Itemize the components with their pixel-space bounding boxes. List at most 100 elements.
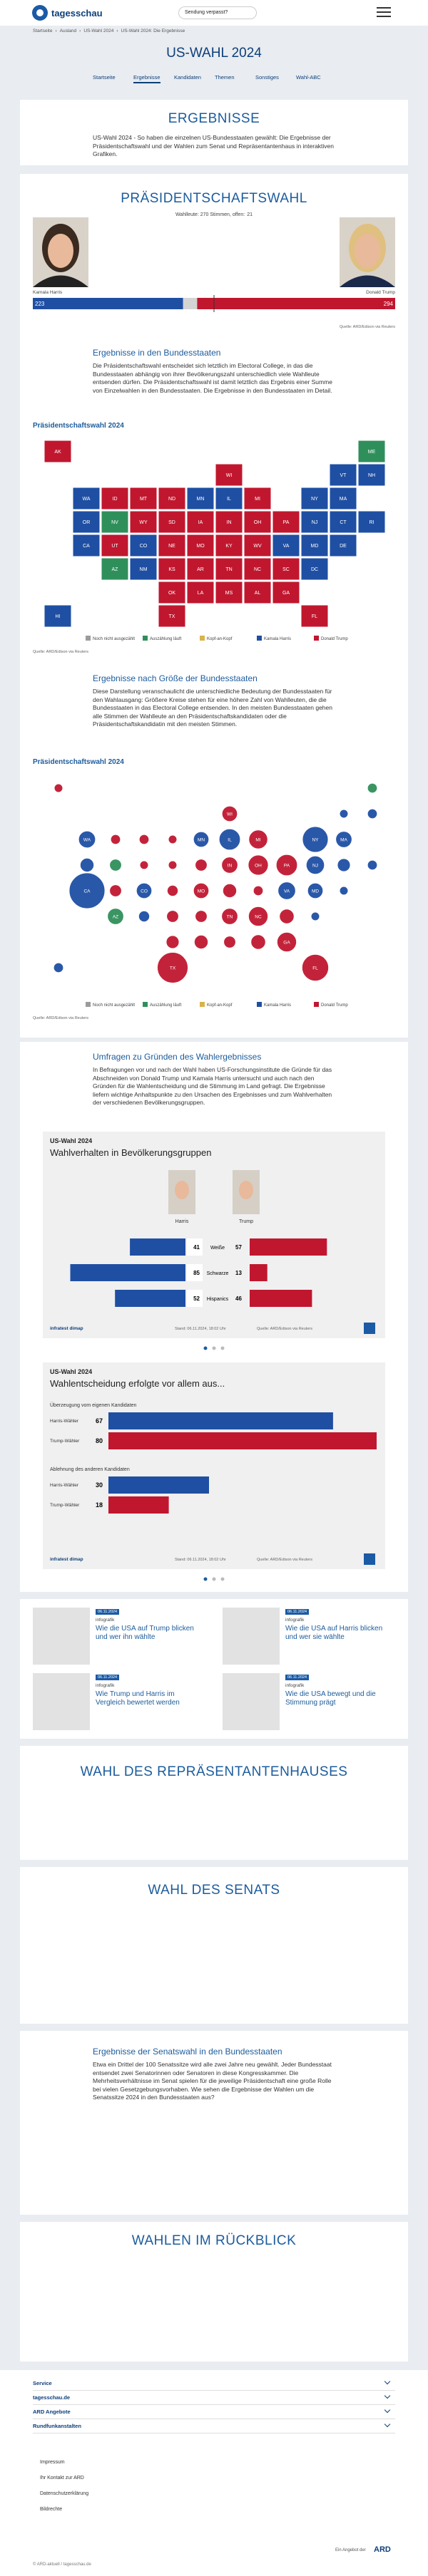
- state-tile: [215, 557, 243, 581]
- state-tile: [272, 581, 300, 604]
- crumb[interactable]: Startseite: [33, 29, 53, 33]
- senate-detail-box: [20, 2031, 408, 2215]
- state-label: MI: [255, 497, 260, 502]
- state-bubble: [339, 809, 349, 819]
- state-bubble: [221, 805, 238, 822]
- teaser-title[interactable]: Wie die USA auf Trump blicken und wer ih…: [96, 1625, 194, 1641]
- teaser-image[interactable]: [223, 1608, 280, 1665]
- carousel-dot[interactable]: [212, 1577, 216, 1581]
- carousel-dot[interactable]: [203, 1577, 208, 1581]
- state-bubble: [221, 857, 238, 874]
- state-bubble: [195, 859, 208, 871]
- footer-section[interactable]: Service: [33, 2380, 52, 2386]
- state-tile: [215, 534, 243, 557]
- legend-label: Noch nicht ausgezählt: [93, 637, 135, 641]
- state-bubble: [193, 831, 210, 848]
- state-bubble: [248, 854, 269, 876]
- legend-swatch: [200, 636, 205, 641]
- carousel-dot[interactable]: [212, 1346, 216, 1350]
- tab[interactable]: Sonstiges: [255, 74, 279, 81]
- tab[interactable]: Themen: [215, 74, 235, 81]
- state-bubble: [275, 854, 298, 876]
- tab[interactable]: Wahl-ABC: [296, 74, 321, 81]
- teaser-image[interactable]: [33, 1608, 90, 1665]
- state-label: OK: [168, 591, 175, 596]
- tab[interactable]: Ergebnisse: [133, 74, 160, 83]
- state-label: PA: [283, 520, 290, 525]
- state-bubble: [78, 830, 96, 849]
- carousel-dot[interactable]: [220, 1346, 225, 1350]
- state-label: KS: [168, 567, 175, 572]
- state-tile: [186, 510, 215, 534]
- teaser-title[interactable]: Wie die USA bewegt und die Stimmung präg…: [285, 1690, 376, 1707]
- state-tile: [158, 604, 186, 628]
- tab[interactable]: Startseite: [93, 74, 116, 81]
- crumb[interactable]: Ausland: [59, 29, 77, 33]
- state-tile: [129, 510, 158, 534]
- state-label: FL: [312, 966, 318, 971]
- carousel-dot[interactable]: [203, 1346, 208, 1350]
- state-tile: [300, 534, 329, 557]
- footer-section[interactable]: ARD Angebote: [33, 2409, 71, 2415]
- state-label: VA: [284, 889, 290, 894]
- state-tile: [215, 487, 243, 510]
- footer-brand[interactable]: ARD: [374, 2545, 391, 2554]
- value-label: 46: [235, 1295, 242, 1302]
- state-tile: [357, 510, 386, 534]
- footer-link[interactable]: Ihr Kontakt zur ARD: [40, 2476, 84, 2481]
- state-label: NC: [254, 567, 261, 572]
- teaser-title[interactable]: Wie die USA auf Harris blicken und wer s…: [285, 1625, 383, 1641]
- carousel-dot[interactable]: [220, 1577, 225, 1581]
- teaser-image[interactable]: [223, 1673, 280, 1730]
- photo-body: [33, 275, 88, 287]
- subheading: Umfragen zu Gründen des Wahlergebnisses: [93, 1052, 262, 1062]
- group-label: Weiße: [210, 1246, 225, 1251]
- share-button[interactable]: [364, 1323, 375, 1334]
- crumb[interactable]: US-Wahl 2024: [83, 29, 114, 33]
- state-tile: [72, 510, 101, 534]
- state-label: WY: [139, 520, 148, 525]
- state-bubble: [193, 934, 209, 950]
- logo-text[interactable]: tagesschau: [51, 8, 103, 19]
- state-label: VT: [340, 473, 347, 478]
- crumb[interactable]: US-Wahl 2024: Die Ergebnisse: [121, 29, 185, 33]
- state-label: AZ: [112, 567, 119, 572]
- footer-link[interactable]: Datenschutzerklärung: [40, 2491, 89, 2496]
- state-tile: [44, 604, 72, 628]
- state-bubble: [138, 910, 151, 923]
- state-map: AK ME WI VT NH WA ID MT ND MN IL MI NY MA OR NV WY SD IA IN…: [33, 440, 386, 654]
- card-source: Quelle: ARD/Edison via Reuters: [257, 1558, 312, 1562]
- state-label: VA: [283, 544, 290, 549]
- share-button[interactable]: [364, 1553, 375, 1565]
- state-label: MN: [197, 497, 205, 502]
- footer-link[interactable]: Impressum: [40, 2460, 65, 2465]
- state-label: NE: [168, 544, 175, 549]
- teaser-kicker: infografik: [285, 1683, 305, 1688]
- state-tile: [300, 557, 329, 581]
- legend-label: Kopf-an-Kopf: [207, 1003, 233, 1008]
- teaser-title[interactable]: Wie Trump und Harris im Vergleich bewert…: [96, 1690, 180, 1707]
- state-label: AK: [54, 450, 61, 455]
- footer-link[interactable]: Bildrechte: [40, 2507, 63, 2512]
- row-label: Harris-Wähler: [50, 1419, 79, 1424]
- state-tile: [129, 487, 158, 510]
- state-bubble: [367, 808, 378, 819]
- footer-section[interactable]: tagesschau.de: [33, 2394, 71, 2401]
- logo-icon[interactable]: [31, 4, 49, 21]
- missed-button[interactable]: Sendung verpasst?: [178, 6, 257, 19]
- state-bubble: [53, 962, 64, 973]
- card-stand: Stand: 06.11.2024, 18:02 Uhr: [175, 1327, 226, 1331]
- majority-line: Wahlleute: 270 Stimmen, offen: 21: [0, 212, 428, 217]
- menu-icon[interactable]: [377, 7, 391, 17]
- teaser-image[interactable]: [33, 1673, 90, 1730]
- state-label: OH: [254, 520, 262, 525]
- legend-swatch: [86, 1002, 91, 1007]
- state-label: NH: [368, 473, 375, 478]
- value-label: 52: [193, 1295, 200, 1302]
- president-chart: Kamala Harris Donald Trump 223 294 Quelle: A…: [33, 217, 395, 329]
- footer-section[interactable]: Rundfunkanstalten: [33, 2423, 81, 2429]
- state-bubble: [139, 860, 149, 870]
- tab[interactable]: Kandidaten: [174, 74, 201, 81]
- state-bubble: [165, 935, 180, 949]
- card-stand: Stand: 06.11.2024, 18:02 Uhr: [175, 1558, 226, 1562]
